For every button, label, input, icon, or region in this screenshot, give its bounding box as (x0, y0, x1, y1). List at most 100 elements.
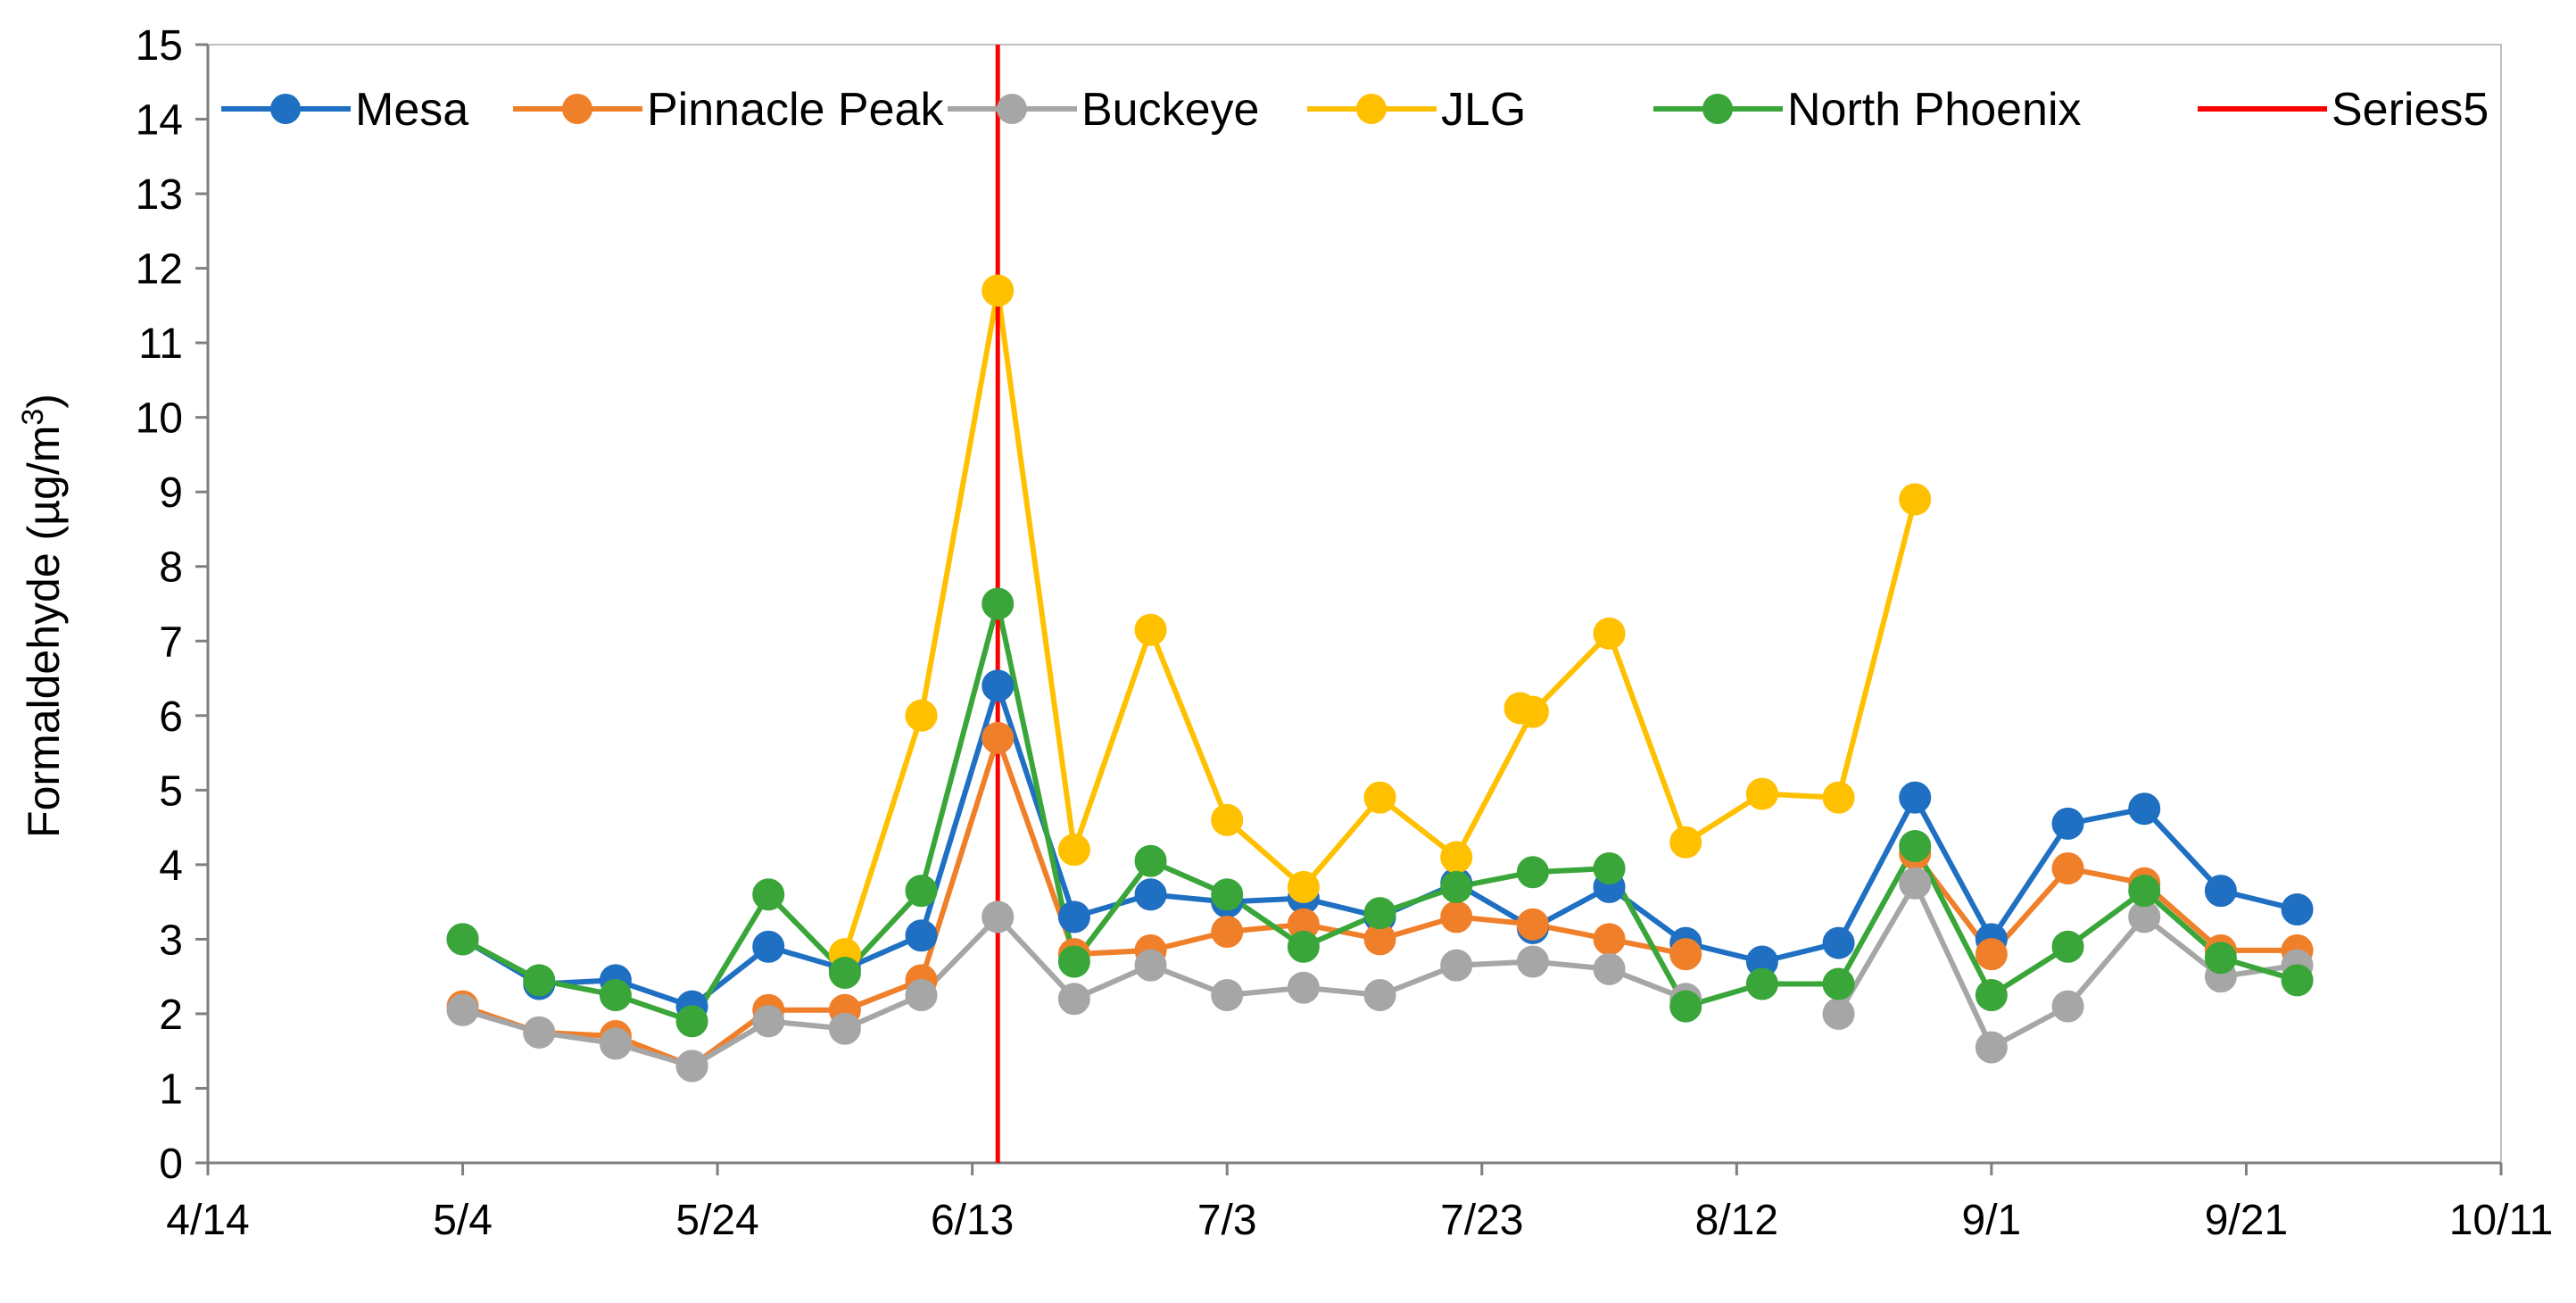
legend-marker-mesa (270, 94, 301, 124)
data-point-jlg (1822, 781, 1855, 814)
y-tick-label: 15 (136, 22, 183, 70)
data-point-north-phoenix (752, 878, 785, 911)
data-point-jlg (1899, 483, 1932, 516)
data-point-buckeye (1287, 971, 1320, 1004)
data-point-pinnacle-peak (1516, 908, 1549, 941)
legend-marker-north-phoenix (1702, 94, 1733, 124)
y-axis-label-superscript: 3 (16, 409, 50, 426)
x-tick-label: 7/3 (1197, 1197, 1257, 1244)
y-tick-label: 11 (138, 320, 183, 368)
y-tick-label: 8 (159, 544, 183, 592)
y-tick-label: 14 (136, 97, 183, 145)
data-point-pinnacle-peak (1211, 916, 1244, 949)
data-point-buckeye (446, 993, 479, 1026)
data-point-north-phoenix (1593, 852, 1626, 885)
legend-label-north-phoenix: North Phoenix (1787, 84, 2082, 136)
data-point-pinnacle-peak (982, 721, 1015, 754)
data-point-mesa (2204, 875, 2237, 908)
data-point-buckeye (1057, 983, 1090, 1016)
data-point-jlg (1503, 692, 1536, 725)
data-point-jlg (1745, 777, 1778, 810)
data-point-mesa (1822, 926, 1855, 959)
y-tick-label: 3 (159, 917, 183, 964)
data-point-north-phoenix (1134, 844, 1167, 877)
data-point-buckeye (1211, 979, 1244, 1012)
x-tick-label: 9/1 (1962, 1197, 2022, 1244)
data-point-north-phoenix (523, 964, 556, 997)
data-point-north-phoenix (1211, 878, 1244, 911)
x-tick-label: 4/14 (166, 1197, 249, 1244)
data-point-mesa (2051, 807, 2084, 840)
legend-label-jlg: JLG (1441, 84, 1526, 136)
data-point-buckeye (905, 979, 938, 1012)
data-point-north-phoenix (675, 1005, 708, 1038)
y-tick-label: 10 (136, 395, 183, 443)
x-tick-label: 8/12 (1695, 1197, 1778, 1244)
data-point-buckeye (2051, 990, 2084, 1023)
y-axis-label: Formaldehyde (µg/m3) (16, 394, 69, 838)
data-point-buckeye (1975, 1031, 2008, 1064)
data-point-jlg (1363, 781, 1396, 814)
legend-label-buckeye: Buckeye (1081, 84, 1259, 136)
data-point-jlg (982, 274, 1015, 307)
y-tick-label: 7 (159, 618, 183, 666)
data-point-pinnacle-peak (1975, 938, 2008, 971)
x-tick-label: 5/4 (433, 1197, 493, 1244)
data-point-jlg (1211, 803, 1244, 836)
data-point-buckeye (982, 900, 1015, 934)
data-point-jlg (1440, 841, 1473, 874)
data-point-buckeye (752, 1005, 785, 1038)
data-point-north-phoenix (1440, 870, 1473, 903)
x-tick-label: 10/11 (2449, 1197, 2554, 1244)
y-tick-label: 0 (159, 1141, 183, 1188)
data-point-mesa (1899, 781, 1932, 814)
x-tick-label: 9/21 (2205, 1197, 2288, 1244)
y-tick-label: 13 (136, 171, 183, 219)
data-point-north-phoenix (1822, 967, 1855, 1000)
data-point-north-phoenix (599, 979, 632, 1012)
x-tick-label: 5/24 (675, 1197, 758, 1244)
series-markers-group (446, 274, 2314, 1083)
legend-marker-buckeye (997, 94, 1027, 124)
data-point-buckeye (1593, 952, 1626, 985)
y-tick-label: 1 (159, 1066, 183, 1113)
series-line-mesa (461, 683, 2299, 1009)
data-point-mesa (1134, 878, 1167, 911)
series-line-jlg (842, 287, 1918, 956)
data-point-north-phoenix (1669, 990, 1702, 1023)
data-point-buckeye (675, 1050, 708, 1083)
data-point-north-phoenix (828, 956, 861, 989)
data-point-pinnacle-peak (2051, 852, 2084, 885)
data-point-jlg (1669, 826, 1702, 859)
data-point-jlg (1593, 617, 1626, 650)
data-point-buckeye (828, 1012, 861, 1045)
x-tick-label: 7/23 (1440, 1197, 1523, 1244)
data-point-jlg (905, 699, 938, 732)
data-point-buckeye (1363, 979, 1396, 1012)
data-point-pinnacle-peak (1593, 923, 1626, 956)
y-tick-label: 9 (159, 469, 183, 517)
data-point-mesa (752, 930, 785, 963)
data-point-buckeye (599, 1027, 632, 1060)
y-tick-label: 12 (136, 246, 183, 294)
data-point-north-phoenix (1899, 829, 1932, 862)
data-point-buckeye (1134, 949, 1167, 982)
data-point-buckeye (1899, 867, 1932, 900)
legend-label-series5: Series5 (2332, 84, 2489, 136)
data-point-mesa (2128, 793, 2161, 826)
y-tick-label: 4 (159, 842, 183, 890)
x-tick-label: 6/13 (931, 1197, 1014, 1244)
y-tick-label: 2 (159, 992, 183, 1039)
data-point-buckeye (1516, 945, 1549, 978)
data-point-north-phoenix (1975, 979, 2008, 1012)
data-point-north-phoenix (446, 923, 479, 956)
data-point-jlg (1134, 613, 1167, 646)
y-tick-label: 5 (159, 768, 183, 815)
legend: Mesa Pinnacle Peak Buckeye JLG North Phoenix… (221, 84, 2489, 136)
data-point-north-phoenix (1287, 930, 1320, 963)
data-point-north-phoenix (1363, 897, 1396, 930)
data-point-buckeye (1822, 997, 1855, 1030)
data-point-jlg (1287, 870, 1320, 903)
